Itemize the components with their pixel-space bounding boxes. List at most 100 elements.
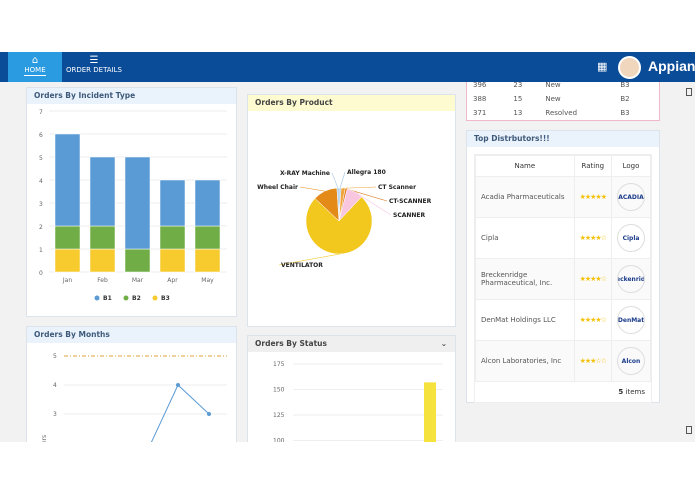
y-tick-label: 1: [39, 247, 43, 254]
table-row[interactable]: 396 23 New B3: [473, 82, 630, 89]
table-row[interactable]: 388 15 New B2: [473, 95, 630, 103]
table-row[interactable]: Acadia Pharmaceuticals ★★★★★ ACADIA: [475, 176, 651, 218]
bar-B2-Apr: [159, 225, 186, 250]
tab-home-label: HOME: [24, 66, 46, 76]
rating-stars: ★★★★★: [573, 176, 613, 218]
months-title: Orders By Months: [27, 327, 236, 343]
months-chart: 3 4 5 Orders: [41, 353, 227, 442]
chevron-down-icon[interactable]: ⌄: [440, 339, 447, 348]
pie-label: VENTILATOR: [281, 262, 323, 269]
x-tick-label: Feb: [97, 277, 108, 284]
product-panel: Orders By Product Allegra 180 CT Scanner C…: [247, 94, 456, 327]
x-tick-label: May: [201, 277, 214, 284]
pie-connector: [343, 186, 377, 189]
scroll-marker-icon[interactable]: [686, 426, 692, 434]
y-tick-label: 5: [53, 353, 57, 360]
pie-label: CT-SCANNER: [389, 198, 432, 205]
orders-table: 396 23 New B3 388 15 New B2 371 13 Resolved B3: [466, 82, 660, 121]
status-bar: [424, 382, 436, 442]
pie-slice: [305, 196, 373, 255]
distributors-table: Name Rating Logo Acadia Pharmaceuticals ★★★…: [475, 155, 651, 382]
dashboard: 396 23 New B3 388 15 New B2 371 13 Resolved B3 Or…: [0, 82, 695, 442]
incident-panel: Orders By Incident Type 0 1 2 3 4 5 6 7 Jan Feb Ma…: [26, 87, 237, 317]
distributor-name: Breckenridge Pharmaceutical, Inc.: [475, 258, 575, 300]
bar-B2-Mar: [124, 248, 151, 273]
y-tick-label: 125: [273, 412, 285, 419]
distributor-name: Cipla: [475, 217, 575, 259]
distributor-logo: DenMat: [611, 299, 651, 341]
grid-icon[interactable]: ▦: [597, 60, 608, 73]
bar-B1-Mar: [124, 156, 151, 250]
scroll-marker-icon[interactable]: [686, 88, 692, 96]
table-row[interactable]: 371 13 Resolved B3: [473, 109, 630, 117]
pie-connector: [299, 186, 325, 192]
bar-B2-Feb: [89, 225, 116, 250]
status-header[interactable]: Orders By Status ⌄: [248, 336, 455, 352]
rating-stars: ★★★★☆: [573, 217, 613, 259]
rating-stars: ★★★☆☆: [573, 340, 613, 382]
legend-label: B2: [132, 295, 141, 302]
y-tick-label: 7: [39, 109, 43, 116]
y-tick-label: 6: [39, 132, 43, 139]
data-point: [207, 412, 211, 416]
pie-label: SCANNER: [393, 212, 426, 219]
table-row[interactable]: DenMat Holdings LLC ★★★★☆ DenMat: [475, 299, 651, 341]
y-tick-label: 175: [273, 361, 285, 368]
rating-stars: ★★★★☆: [573, 258, 613, 300]
bar-B3-Feb: [89, 248, 116, 273]
pie-label: Wheel Chair: [257, 184, 298, 191]
orders-table-grid: 396 23 New B3 388 15 New B2 371 13 Resolved B3: [469, 82, 649, 120]
pie-connector: [354, 191, 392, 216]
rating-stars: ★★★★☆: [573, 299, 613, 341]
tab-order-details[interactable]: ☰ ORDER DETAILS: [64, 52, 124, 83]
distributor-logo: Alcon: [611, 340, 651, 382]
incident-chart: 0 1 2 3 4 5 6 7 Jan Feb Mar Apr May B1 B2 B3: [39, 109, 227, 302]
distributor-name: Alcon Laboratories, Inc: [475, 340, 575, 382]
col-logo: Logo: [611, 155, 651, 177]
distributor-logo: ACADIA: [611, 176, 651, 218]
distributors-title: Top Distrbutors!!!: [467, 131, 659, 147]
legend-marker: [94, 295, 100, 301]
bar-B2-May: [194, 225, 221, 250]
tab-home[interactable]: ⌂ HOME: [8, 52, 62, 83]
y-tick-label: 3: [53, 411, 57, 418]
pie-connector: [331, 172, 339, 189]
distributor-name: DenMat Holdings LLC: [475, 299, 575, 341]
legend-marker: [152, 295, 158, 301]
items-count: 5 items: [618, 388, 645, 396]
y-tick-label: 2: [39, 224, 43, 231]
data-point: [176, 383, 180, 387]
distributors-panel: Top Distrbutors!!! Name Rating Logo Acadia…: [466, 130, 660, 403]
bar-B1-Jan: [54, 133, 81, 227]
x-tick-label: Mar: [132, 277, 144, 284]
status-title: Orders By Status: [255, 339, 327, 348]
y-tick-label: 4: [53, 382, 57, 389]
bar-B1-May: [194, 179, 221, 227]
list-icon: ☰: [89, 55, 99, 66]
bar-B3-Apr: [159, 248, 186, 273]
pie-label: Allegra 180: [347, 169, 386, 176]
y-axis-label: Orders: [41, 435, 48, 442]
distributor-logo: Cipla: [611, 217, 651, 259]
avatar[interactable]: [618, 56, 641, 79]
legend-label: B3: [161, 295, 170, 302]
y-tick-label: 150: [273, 387, 285, 394]
home-icon: ⌂: [31, 55, 39, 66]
x-tick-label: Jan: [62, 277, 72, 284]
col-rating[interactable]: Rating: [573, 155, 613, 177]
bar-B3-Jan: [54, 248, 81, 273]
table-row[interactable]: Cipla ★★★★☆ Cipla: [475, 217, 651, 259]
status-panel: Orders By Status ⌄ 100 125 150 175: [247, 335, 456, 442]
brand-logo: Appian: [648, 58, 695, 74]
tab-order-details-label: ORDER DETAILS: [65, 66, 123, 74]
table-row[interactable]: Breckenridge Pharmaceutical, Inc.★★★★☆Br…: [475, 258, 651, 300]
y-tick-label: 5: [39, 155, 43, 162]
y-tick-label: 4: [39, 178, 43, 185]
bar-B1-Apr: [159, 179, 186, 227]
product-title: Orders By Product: [248, 95, 455, 111]
col-name[interactable]: Name: [475, 155, 575, 177]
y-tick-label: 100: [273, 438, 285, 443]
incident-title: Orders By Incident Type: [27, 88, 236, 104]
product-chart: Allegra 180 CT Scanner CT-SCANNER SCANNER VE…: [257, 169, 432, 269]
table-row[interactable]: Alcon Laboratories, Inc ★★★☆☆ Alcon: [475, 340, 651, 382]
